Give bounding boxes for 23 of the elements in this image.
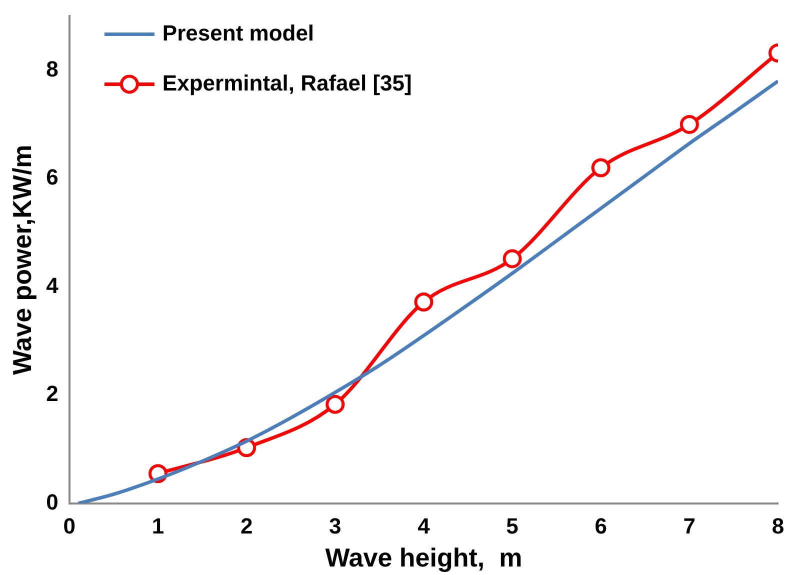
y-tick-label: 2	[46, 381, 58, 406]
point	[502, 249, 522, 268]
point	[591, 158, 610, 178]
x-tick-label: 6	[594, 514, 607, 539]
y-tick-label: 4	[46, 272, 60, 298]
x-tick-label: 8	[772, 514, 784, 539]
x-tick-label: 5	[506, 514, 518, 539]
y-tick-label: 8	[46, 56, 58, 82]
point	[414, 292, 434, 312]
x-tick-label: 2	[240, 514, 253, 539]
legend-label: Expermintal, Rafael [35]	[162, 70, 412, 96]
y-axis-title: Wave power,KW/m	[6, 144, 37, 375]
x-tick-label: 4	[418, 514, 431, 539]
x-tick-label: 3	[329, 514, 342, 539]
point	[680, 114, 699, 134]
legend-label: Present model	[162, 20, 314, 46]
x-tick-label: 0	[63, 514, 76, 539]
x-tick-label: 1	[152, 514, 164, 539]
x-axis-title: Wave height, m	[325, 542, 522, 573]
y-tick-label: 0	[46, 489, 58, 514]
x-tick-label: 7	[683, 514, 696, 539]
point	[326, 394, 345, 414]
y-tick-label: 6	[46, 164, 58, 190]
